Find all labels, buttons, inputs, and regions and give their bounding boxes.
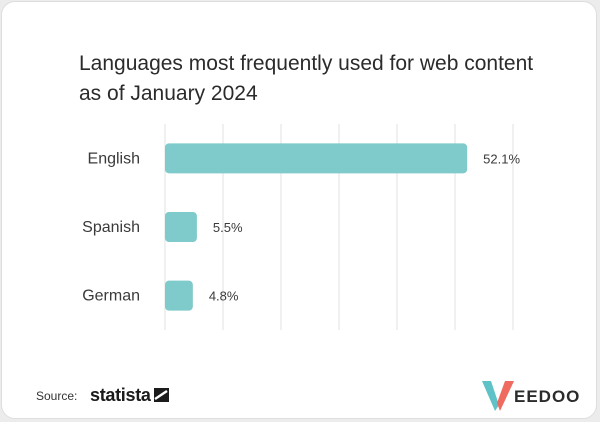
label-layer: English 52.1% Spanish 5.5% German 4.8%	[82, 150, 520, 304]
bar-layer	[165, 143, 468, 311]
bar-english[interactable]	[165, 143, 468, 174]
chart-title: Languages most frequently used for web c…	[79, 52, 534, 105]
category-label-german: German	[82, 288, 140, 305]
bar-german[interactable]	[165, 280, 193, 311]
statista-logo[interactable]: statista	[90, 385, 151, 405]
category-label-spanish: Spanish	[82, 219, 140, 236]
statista-mark-icon	[154, 388, 169, 402]
veedoo-v-icon	[482, 381, 514, 411]
value-label-english: 52.1%	[483, 151, 520, 166]
bar-spanish[interactable]	[165, 212, 197, 242]
category-label-english: English	[88, 150, 140, 167]
source-label: Source:	[36, 389, 78, 403]
veedoo-logo[interactable]: EEDOO	[514, 387, 581, 406]
value-label-german: 4.8%	[209, 289, 239, 304]
value-label-spanish: 5.5%	[213, 220, 243, 235]
